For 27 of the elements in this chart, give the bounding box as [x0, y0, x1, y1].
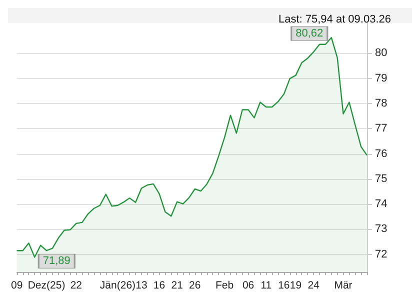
x-tick-label: 16	[278, 280, 290, 292]
y-tick-label: 75	[375, 172, 388, 185]
x-tick-label: 13	[136, 280, 148, 292]
x-tick-label: 24	[308, 280, 320, 292]
annotation: 80,62	[296, 28, 324, 40]
x-tick-label: Jän(26)	[100, 280, 136, 292]
y-tick-label: 73	[375, 223, 388, 236]
x-tick-label: 22	[70, 280, 82, 292]
x-tick-label: 09	[10, 280, 23, 292]
x-tick-label: 19	[290, 280, 302, 292]
y-tick-label: 72	[375, 248, 388, 260]
y-tick-label: 79	[375, 72, 388, 84]
y-tick-label: 74	[375, 198, 388, 210]
x-tick-label: Feb	[216, 280, 234, 292]
chart-title: Last: 75,94 at 09.03.26	[278, 14, 392, 26]
x-tick-label: Dez(25)	[28, 280, 66, 292]
y-tick-label: 78	[375, 97, 388, 110]
y-tick-label: 76	[375, 148, 388, 160]
x-tick-label: 16	[153, 280, 166, 292]
x-tick-label: 26	[189, 280, 201, 292]
y-tick-label: 77	[375, 122, 388, 135]
x-tick-label: 11	[260, 280, 272, 292]
annotation: 71,89	[42, 255, 70, 268]
x-tick-label: Mär	[334, 280, 353, 292]
x-tick-label: 21	[171, 280, 184, 292]
x-tick-label: 06	[242, 280, 254, 292]
y-tick-label: 80	[375, 47, 388, 60]
